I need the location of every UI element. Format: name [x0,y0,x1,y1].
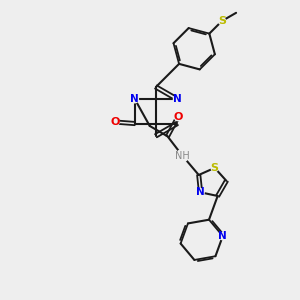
Text: O: O [111,117,120,127]
Circle shape [218,17,226,25]
Circle shape [111,118,120,126]
Text: N: N [196,187,205,197]
Circle shape [218,232,227,240]
Circle shape [174,113,182,121]
Text: NH: NH [175,151,190,160]
Text: N: N [130,94,139,104]
Circle shape [210,164,219,172]
Text: N: N [218,231,227,241]
Circle shape [173,95,182,103]
Text: O: O [173,112,183,122]
Text: S: S [211,163,219,173]
Text: S: S [218,16,226,26]
Circle shape [130,95,139,103]
Circle shape [196,188,205,197]
Circle shape [176,149,189,163]
Text: N: N [173,94,182,104]
